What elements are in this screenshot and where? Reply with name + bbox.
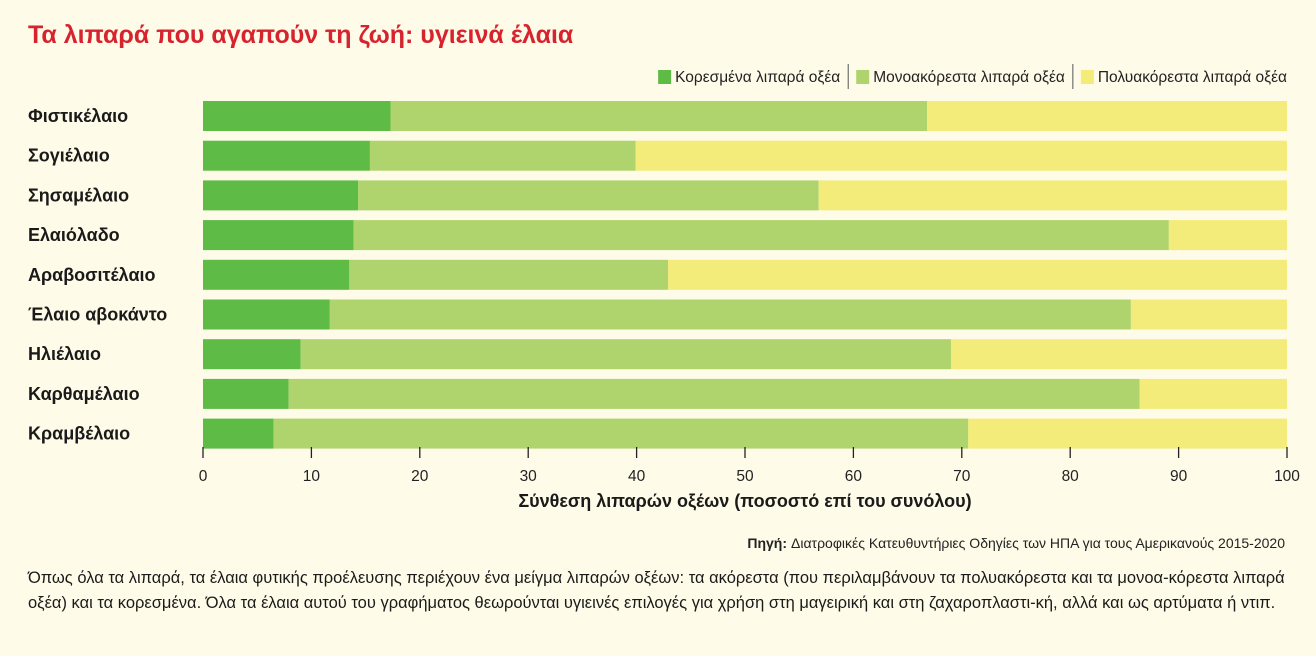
bar-segment-monounsaturated	[300, 339, 951, 370]
tick-label: 40	[628, 468, 646, 485]
category-label: Σησαμέλαιο	[28, 185, 129, 205]
tick-label: 10	[303, 468, 321, 485]
category-label: Αραβοσιτέλαιο	[28, 265, 156, 285]
legend-swatch	[658, 70, 672, 84]
bar-segment-monounsaturated	[288, 378, 1140, 409]
bar-segment-polyunsaturated	[968, 418, 1287, 449]
category-label: Ηλιέλαιο	[28, 344, 101, 364]
bar-segment-saturated	[203, 299, 330, 330]
bar-segment-polyunsaturated	[818, 180, 1287, 211]
legend-label: Μονοακόρεστα λιπαρά οξέα	[873, 69, 1065, 86]
legend-item: Μονοακόρεστα λιπαρά οξέα	[856, 69, 1065, 86]
legend-label: Κορεσμένα λιπαρά οξέα	[675, 69, 840, 86]
legend-item: Κορεσμένα λιπαρά οξέα	[658, 69, 840, 86]
tick-label: 90	[1170, 468, 1188, 485]
bar-segment-monounsaturated	[273, 418, 969, 449]
tick-label: 70	[953, 468, 971, 485]
tick-label: 60	[845, 468, 863, 485]
bar-segment-monounsaturated	[349, 259, 669, 290]
legend: Κορεσμένα λιπαρά οξέα Μονοακόρεστα λιπαρά…	[658, 64, 1287, 89]
bar-segment-monounsaturated	[390, 101, 928, 131]
explanatory-note: Όπως όλα τα λιπαρά, τα έλαια φυτικής προ…	[28, 569, 1285, 612]
bar-segment-polyunsaturated	[668, 259, 1287, 290]
bar-segment-monounsaturated	[369, 140, 636, 171]
bar-segment-polyunsaturated	[927, 101, 1287, 131]
legend-label: Πολυακόρεστα λιπαρά οξέα	[1098, 69, 1287, 86]
category-label: Κραμβέλαιο	[28, 424, 130, 444]
tick-label: 30	[520, 468, 538, 485]
bar-segment-polyunsaturated	[1139, 378, 1287, 409]
x-axis-label: Σύνθεση λιπαρών οξέων (ποσοστό επί του σ…	[518, 491, 971, 512]
bar-segment-saturated	[203, 378, 289, 409]
category-label: Έλαιο αβοκάντο	[28, 305, 167, 325]
tick-label: 50	[736, 468, 754, 485]
tick-label: 100	[1274, 468, 1300, 485]
bar-segment-monounsaturated	[358, 180, 819, 211]
category-labels: Φιστικέλαιο Σογιέλαιο Σησαμέλαιο Ελαιόλαδο Α…	[28, 106, 167, 444]
bar-segment-monounsaturated	[353, 220, 1169, 251]
legend-swatch	[856, 70, 870, 84]
legend-item: Πολυακόρεστα λιπαρά οξέα	[1080, 69, 1287, 86]
bar-segment-saturated	[203, 220, 354, 251]
source-text: Διατροφικές Κατευθυντήριες Οδηγίες των Η…	[791, 535, 1285, 551]
bar-segment-saturated	[203, 140, 370, 171]
bar-segment-saturated	[203, 339, 301, 370]
bars	[203, 101, 1287, 449]
bar-segment-saturated	[203, 418, 274, 449]
bar-segment-polyunsaturated	[1168, 220, 1287, 251]
x-axis-ticks: 0 10 20 30 40 50 60 70 80 90 100	[199, 447, 1300, 485]
bar-segment-saturated	[203, 180, 359, 211]
source-line: Πηγή: Διατροφικές Κατευθυντήριες Οδηγίες …	[747, 535, 1285, 551]
bar-segment-polyunsaturated	[1130, 299, 1287, 330]
bar-segment-saturated	[203, 259, 350, 290]
bar-segment-monounsaturated	[329, 299, 1131, 330]
bar-segment-saturated	[203, 101, 391, 131]
bar-segment-polyunsaturated	[635, 140, 1287, 171]
legend-swatch	[1080, 70, 1094, 84]
category-label: Καρθαμέλαιο	[28, 384, 140, 404]
source-label: Πηγή:	[747, 535, 787, 551]
bar-segment-polyunsaturated	[950, 339, 1287, 370]
chart-title: Τα λιπαρά που αγαπούν τη ζωή: υγιεινά έλ…	[28, 21, 574, 49]
category-label: Σογιέλαιο	[28, 146, 110, 166]
tick-label: 20	[411, 468, 429, 485]
tick-label: 80	[1062, 468, 1080, 485]
category-label: Ελαιόλαδο	[28, 225, 120, 245]
category-label: Φιστικέλαιο	[28, 106, 128, 126]
tick-label: 0	[199, 468, 208, 485]
